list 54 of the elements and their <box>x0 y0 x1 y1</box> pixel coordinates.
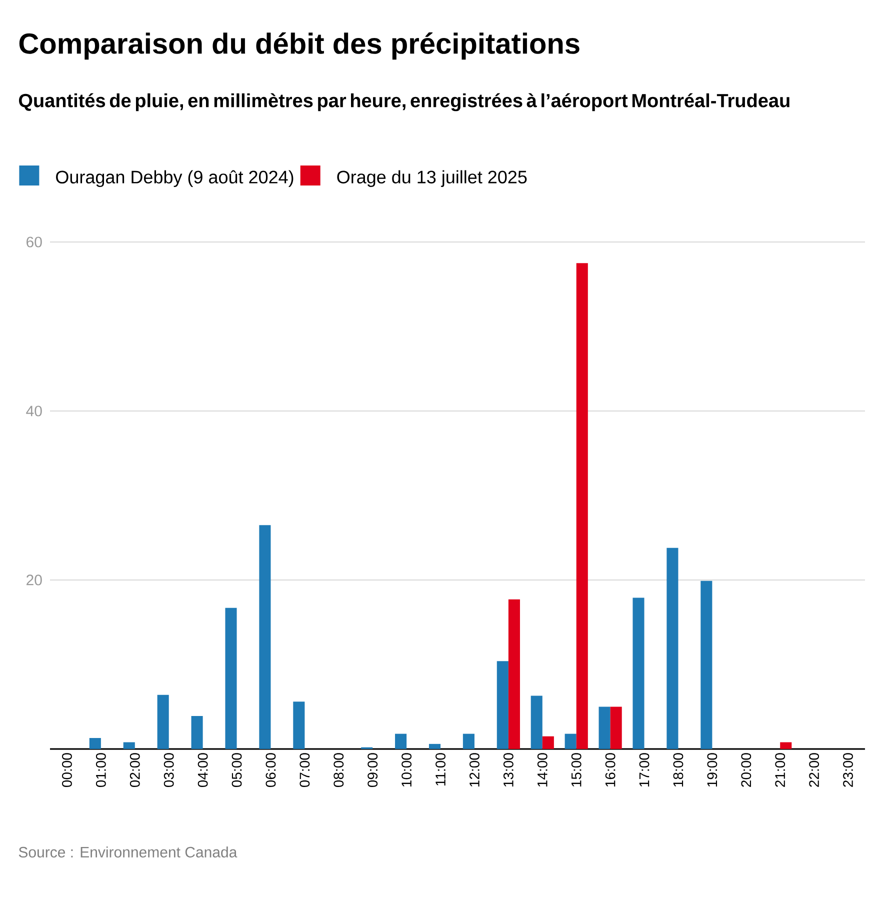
x-tick-label: 11:00 <box>436 753 446 786</box>
bar <box>395 734 407 749</box>
x-tick-label: 17:00 <box>639 753 650 786</box>
x-tick-label: 05:00 <box>232 753 242 788</box>
bar <box>610 706 622 749</box>
bar <box>780 742 792 749</box>
x-tick-label: 15:00 <box>571 753 582 786</box>
bar <box>632 598 644 749</box>
x-tick-label: 03:00 <box>164 753 174 788</box>
x-tick-label: 16:00 <box>605 753 616 786</box>
y-tick-label: 20 <box>26 574 42 586</box>
x-tick-label: 10:00 <box>402 753 412 786</box>
bar <box>157 694 169 749</box>
bar <box>123 742 135 749</box>
bar <box>564 734 576 749</box>
source-note: Source : Environnement Canada <box>18 846 238 858</box>
bar <box>191 716 203 749</box>
x-tick-label: 14:00 <box>537 753 548 786</box>
x-tick-label: 04:00 <box>198 753 208 788</box>
bar <box>496 661 508 749</box>
legend-label: Orage du 13 juillet 2025 <box>337 170 527 188</box>
x-tick-label: 19:00 <box>707 753 718 786</box>
bar <box>542 736 554 749</box>
chart-subtitle: Quantités de pluie, en millimètres par heure, enregistrées à l’aéroport Montréal-Trudeau <box>18 93 790 112</box>
bar <box>508 599 520 749</box>
x-tick-label: 13:00 <box>503 753 514 786</box>
y-tick-label: 60 <box>26 236 42 248</box>
x-tick-label: 08:00 <box>334 753 344 788</box>
bar <box>225 608 237 749</box>
x-tick-label: 22:00 <box>809 753 820 787</box>
x-tick-label: 07:00 <box>300 753 310 788</box>
x-tick-label: 18:00 <box>673 753 684 786</box>
x-tick-label: 12:00 <box>470 753 480 786</box>
chart-title: Comparaison du débit des précipitations <box>19 32 580 60</box>
bar <box>700 580 712 749</box>
bar <box>89 738 101 749</box>
x-tick-label: 01:00 <box>96 753 106 788</box>
bar <box>462 734 474 749</box>
bar <box>576 263 588 749</box>
bar <box>598 706 610 749</box>
x-tick-label: 20:00 <box>741 753 752 787</box>
bar <box>666 548 678 749</box>
bar <box>530 696 542 749</box>
bar <box>428 744 441 749</box>
x-tick-label: 06:00 <box>266 753 276 788</box>
x-tick-label: 21:00 <box>775 753 786 787</box>
legend-label: Ouragan Debby (9 août 2024) <box>56 170 294 188</box>
y-tick-label: 40 <box>26 406 42 416</box>
x-tick-label: 23:00 <box>843 753 853 787</box>
x-tick-label: 02:00 <box>130 753 140 788</box>
x-tick-label: 09:00 <box>368 753 378 788</box>
x-tick-label: 00:00 <box>62 753 72 788</box>
bar <box>259 525 271 749</box>
bar <box>293 702 305 749</box>
